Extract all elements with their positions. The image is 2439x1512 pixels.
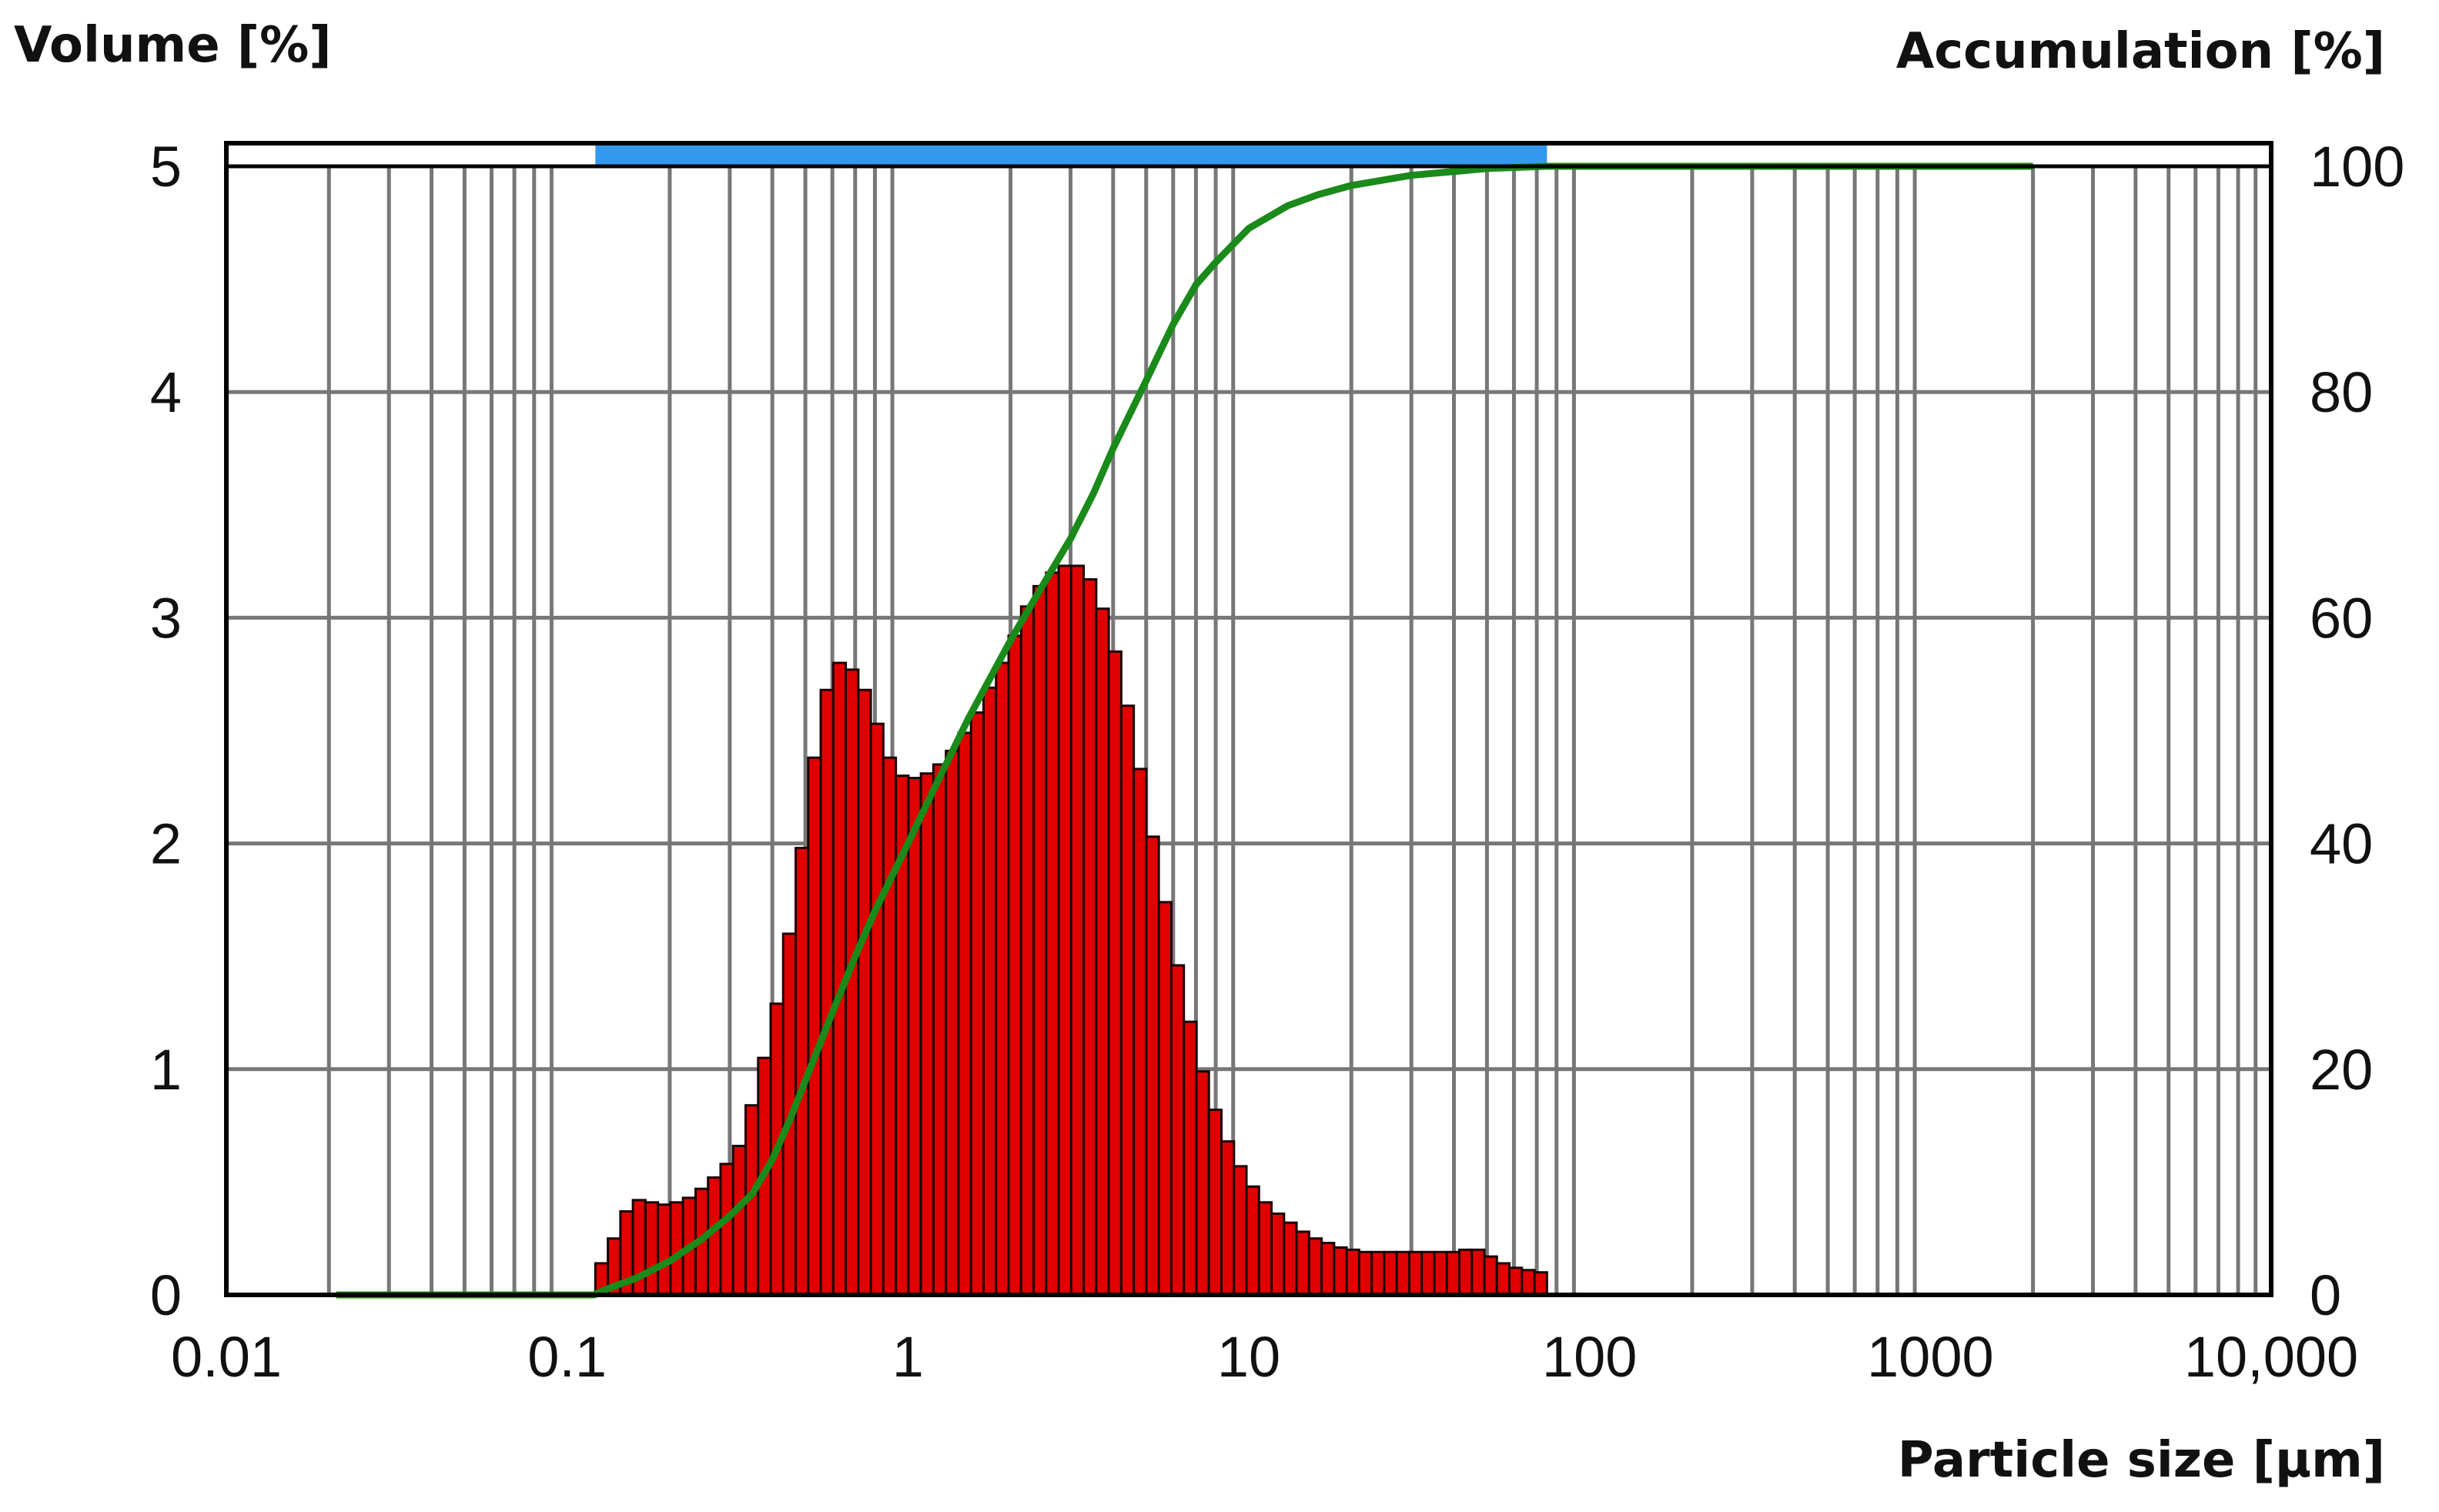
histogram-bar (995, 661, 1010, 1296)
histogram-bar (1095, 607, 1110, 1296)
y-left-tick-label: 4 (150, 360, 182, 424)
plot-frame (224, 141, 2273, 1297)
histogram-bar (657, 1203, 672, 1296)
histogram-bar (1220, 1140, 1236, 1296)
accumulation-line (336, 162, 2033, 1299)
histogram-bar (1383, 1250, 1398, 1296)
histogram-bar (932, 763, 948, 1296)
histogram-bar (1069, 564, 1086, 1296)
histogram-bar (1470, 1248, 1486, 1296)
y-left-tick-label: 5 (150, 135, 182, 199)
histogram-bar (1407, 1250, 1424, 1296)
tick-labels: 0.01 0.1 1 10 100 1000 10,00001234502040608010… (150, 135, 2405, 1389)
histogram-bar (1019, 605, 1035, 1296)
histogram-bar (1395, 1250, 1410, 1296)
histogram-bar (1521, 1269, 1536, 1296)
histogram-bar (1119, 704, 1136, 1296)
histogram-bar (919, 772, 935, 1296)
histogram-bar (907, 777, 922, 1296)
histogram-bar (1508, 1266, 1524, 1296)
histogram-bar (1233, 1165, 1248, 1296)
histogram-bar (1433, 1250, 1448, 1296)
histogram-bar (1357, 1250, 1373, 1296)
histogram-bar (1283, 1221, 1298, 1296)
x-tick-label: 0.01 (171, 1325, 282, 1389)
histogram-bar (1207, 1109, 1223, 1296)
y-right-tick-label: 60 (2310, 586, 2373, 650)
y-left-tick-label: 3 (150, 586, 182, 650)
histogram-bar (1169, 964, 1186, 1296)
histogram-bar (1333, 1246, 1348, 1296)
x-tick-label: 1 (892, 1325, 924, 1389)
histogram-bar (1495, 1262, 1511, 1296)
measurement-range-bar (595, 145, 1547, 165)
histogram-bar (1295, 1230, 1310, 1296)
y-right-tick-label: 0 (2310, 1263, 2341, 1327)
y-right-tick-label: 80 (2310, 360, 2373, 424)
histogram-bar (1145, 835, 1160, 1296)
x-tick-label: 10 (1217, 1325, 1280, 1389)
y-right-axis-title: Accumulation [%] (1896, 23, 2385, 80)
histogram-bar (807, 756, 822, 1296)
histogram-bar (1107, 650, 1122, 1296)
histogram-bar (1007, 634, 1022, 1296)
histogram-bar (1045, 571, 1060, 1296)
histogram-bar (819, 688, 835, 1296)
histogram-bar (731, 1144, 747, 1296)
histogram-bar (882, 756, 898, 1296)
histogram-bar (1307, 1237, 1323, 1296)
histogram-bar (1082, 578, 1098, 1296)
histogram-bar (1032, 584, 1048, 1296)
histogram-bar (982, 686, 998, 1296)
histogram-bar (1483, 1255, 1498, 1296)
histogram-bar (957, 731, 972, 1296)
histogram-bar (1370, 1250, 1386, 1296)
y-right-tick-label: 20 (2310, 1038, 2373, 1102)
histogram-bar (1133, 768, 1148, 1296)
x-tick-label: 0.1 (527, 1325, 607, 1389)
histogram-bar (1445, 1250, 1461, 1296)
histogram-bar (1320, 1242, 1336, 1296)
x-tick-label: 10,000 (2184, 1325, 2358, 1389)
histogram-bar (1420, 1250, 1436, 1296)
histogram-bar (1458, 1248, 1474, 1296)
histogram-bar (669, 1201, 684, 1296)
histogram-bar (1270, 1212, 1286, 1296)
histogram-bar (945, 749, 960, 1296)
histogram-bar (1157, 901, 1173, 1296)
y-left-tick-label: 0 (150, 1263, 182, 1327)
histogram-bar (1245, 1185, 1260, 1296)
histogram-bar (1057, 564, 1072, 1296)
histogram-bar (1533, 1271, 1548, 1296)
measurement-range (595, 145, 1547, 165)
x-tick-label: 1000 (1867, 1325, 1994, 1389)
histogram-bar (644, 1201, 660, 1296)
histogram-bar (1195, 1070, 1210, 1296)
histogram-bar (1183, 1020, 1198, 1296)
y-right-tick-label: 40 (2310, 812, 2373, 876)
histogram-bar (969, 711, 985, 1296)
y-left-tick-label: 2 (150, 812, 182, 876)
y-left-axis-title: Volume [%] (14, 17, 332, 74)
histogram-bar (857, 688, 872, 1296)
y-right-tick-label: 100 (2310, 135, 2404, 199)
histogram-bar (719, 1162, 734, 1296)
accumulation-curve-group (336, 162, 2033, 1299)
x-axis-title: Particle size [µm] (1898, 1432, 2385, 1489)
histogram-bar (1257, 1201, 1273, 1296)
x-tick-label: 100 (1542, 1325, 1637, 1389)
plot-border (224, 141, 2273, 1297)
y-left-tick-label: 1 (150, 1038, 182, 1102)
histogram-bar (869, 722, 885, 1296)
histogram-bar (1345, 1248, 1360, 1296)
